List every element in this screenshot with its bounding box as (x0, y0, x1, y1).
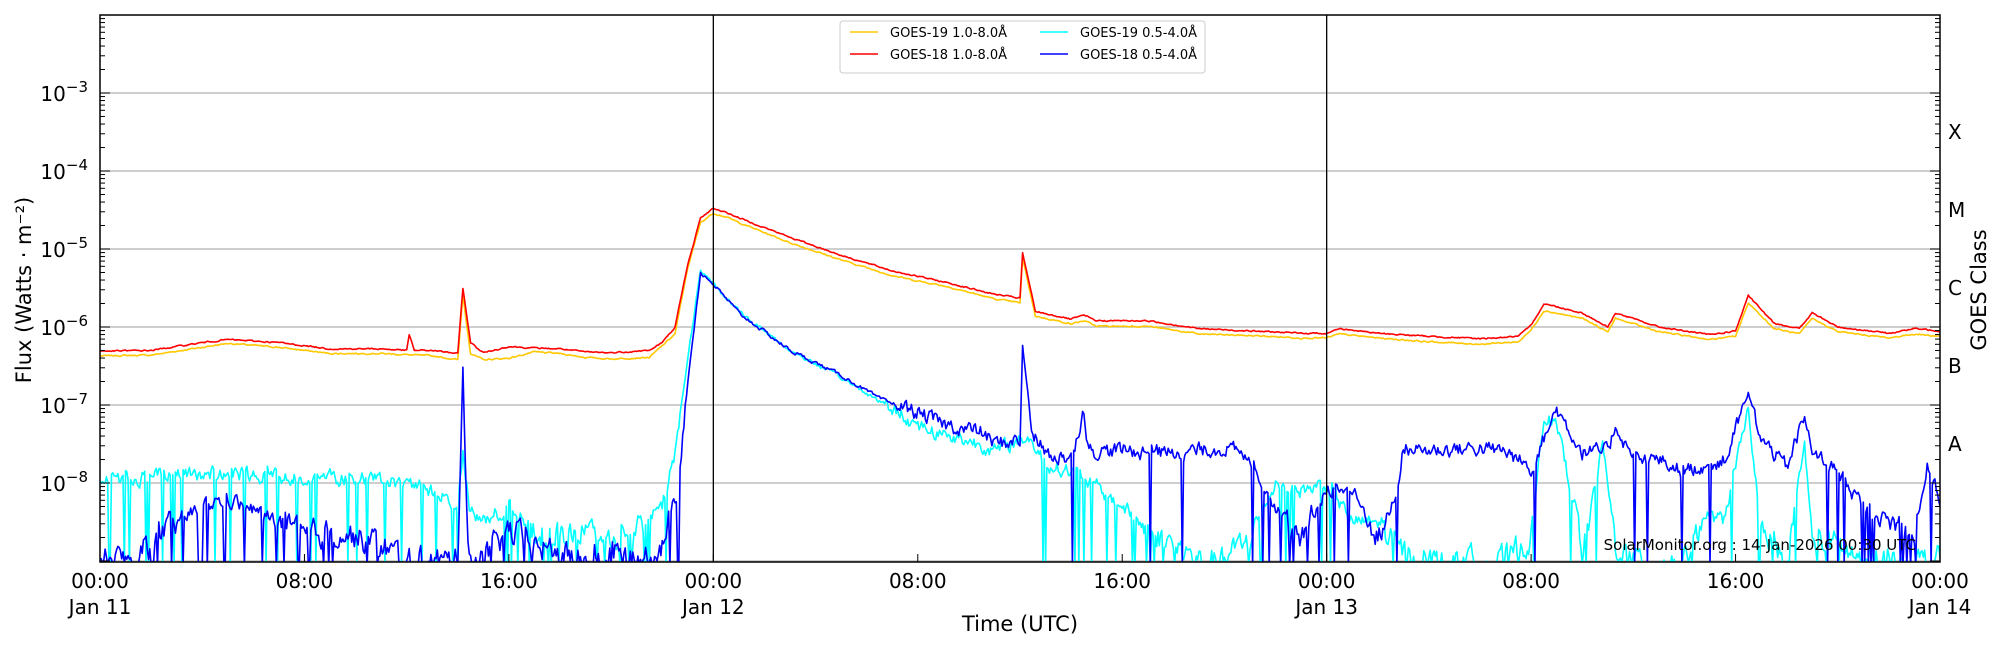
legend-entry: GOES-18 0.5-4.0Å (1080, 47, 1197, 63)
x-axis-title: Time (UTC) (961, 612, 1078, 636)
goes-class-X: X (1948, 120, 1962, 144)
watermark-annotation: SolarMonitor.org : 14-Jan-2026 00:30 UTC (1604, 536, 1916, 554)
goes-class-A: A (1948, 432, 1962, 456)
x-tick-date: Jan 12 (680, 595, 745, 619)
x-tick-date: Jan 11 (67, 595, 132, 619)
legend-entry: GOES-19 1.0-8.0Å (890, 25, 1007, 41)
series-line (100, 212, 1940, 361)
y-tick-label: 10−6 (40, 312, 88, 340)
goes-class-M: M (1948, 198, 1965, 222)
y-tick-label: 10−5 (40, 234, 88, 262)
x-tick-time: 00:00 (1911, 569, 1969, 593)
y-tick-label: 10−8 (40, 468, 88, 496)
x-tick-time: 00:00 (1298, 569, 1356, 593)
x-tick-time: 08:00 (889, 569, 947, 593)
y-axis-title: Flux (Watts · m⁻²) (12, 197, 36, 383)
x-tick-time: 08:00 (1502, 569, 1560, 593)
legend-entry: GOES-19 0.5-4.0Å (1080, 25, 1197, 41)
goes-class-B: B (1948, 354, 1962, 378)
goes-class-labels: X M C B A (1948, 120, 1965, 456)
series-line (100, 271, 1940, 562)
grid-lines (100, 92, 1940, 562)
x-tick-time: 16:00 (480, 569, 538, 593)
series-line (100, 207, 1940, 355)
day-marker-lines (712, 15, 1328, 562)
plot-frame (99, 14, 1941, 563)
x-tick-time: 16:00 (1707, 569, 1765, 593)
legend: GOES-19 1.0-8.0Å GOES-18 1.0-8.0Å GOES-19 … (839, 20, 1206, 74)
x-tick-time: 00:00 (71, 569, 129, 593)
y-tick-label: 10−7 (40, 390, 88, 418)
goes-class-C: C (1948, 276, 1962, 300)
x-tick-time: 16:00 (1093, 569, 1151, 593)
y-axis-right-title: GOES Class (1967, 229, 1991, 350)
x-tick-time: 08:00 (276, 569, 334, 593)
y-tick-label: 10−3 (40, 78, 88, 106)
y-tick-label: 10−4 (40, 156, 88, 184)
data-series (100, 207, 1940, 562)
legend-entry: GOES-18 1.0-8.0Å (890, 47, 1007, 63)
x-tick-date: Jan 14 (1907, 595, 1972, 619)
y-axis-ticks: 10−3 10−4 10−5 10−6 10−7 10−8 (40, 14, 1940, 562)
x-tick-date: Jan 13 (1293, 595, 1358, 619)
x-tick-time: 00:00 (685, 569, 743, 593)
